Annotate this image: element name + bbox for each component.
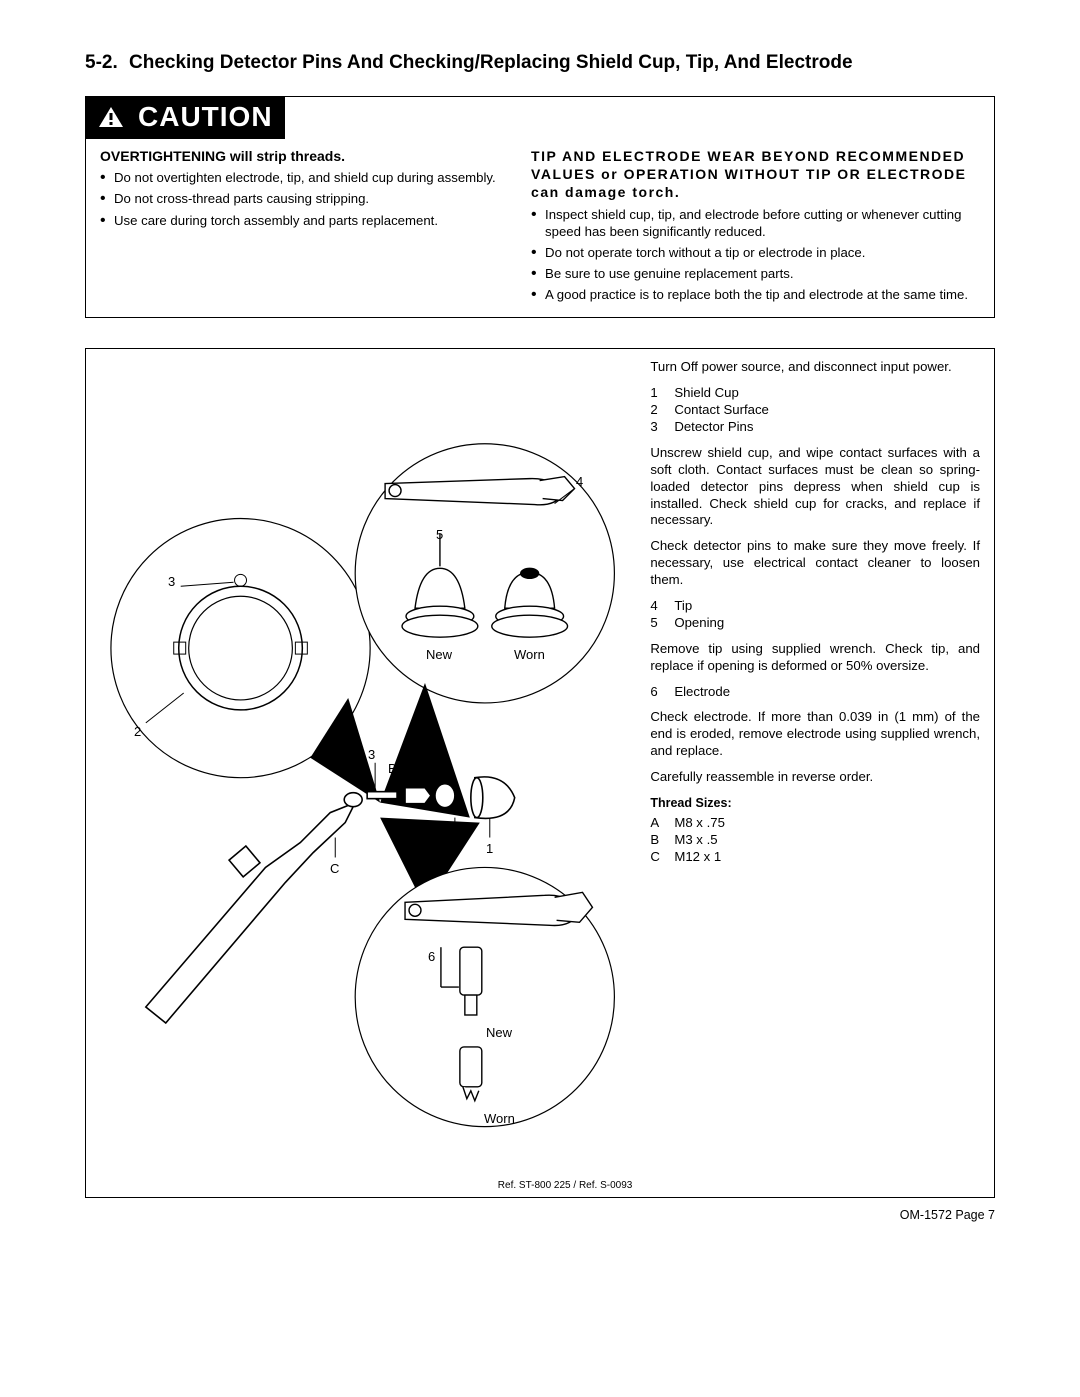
diagram-left: 4 5 3 2 New Worn 3 B A 2 1 C 6 New Worn …: [86, 349, 644, 1197]
caution-left-list: Do not overtighten electrode, tip, and s…: [100, 169, 513, 228]
page-footer: OM-1572 Page 7: [85, 1208, 995, 1222]
diagram-svg: [86, 349, 644, 1196]
part-list-3: 6Electrode: [650, 684, 980, 701]
heading-title: Checking Detector Pins And Checking/Repl…: [129, 52, 853, 74]
bullet: Do not overtighten electrode, tip, and s…: [114, 169, 513, 186]
callout-B: B: [388, 761, 397, 776]
label-new2: New: [486, 1025, 512, 1040]
caution-box: CAUTION OVERTIGHTENING will strip thread…: [85, 96, 995, 318]
thread-sizes-title: Thread Sizes:: [650, 795, 980, 811]
diagram-instructions: Turn Off power source, and disconnect in…: [644, 349, 994, 1197]
callout-6: 6: [428, 949, 435, 964]
callout-2: 2: [134, 724, 141, 739]
part-list-1: 1Shield Cup 2Contact Surface 3Detector P…: [650, 385, 980, 436]
bullet: Be sure to use genuine replacement parts…: [545, 265, 980, 282]
bullet: Do not operate torch without a tip or el…: [545, 244, 980, 261]
caution-left-col: OVERTIGHTENING will strip threads. Do no…: [100, 147, 513, 307]
bullet: Inspect shield cup, tip, and electrode b…: [545, 206, 980, 240]
label-worn1: Worn: [514, 647, 545, 662]
diagram-box: 4 5 3 2 New Worn 3 B A 2 1 C 6 New Worn …: [85, 348, 995, 1198]
warning-icon: [98, 106, 124, 128]
callout-2b: 2: [450, 841, 457, 856]
thread-sizes-list: AM8 x .75 BM3 x .5 CM12 x 1: [650, 815, 980, 866]
caution-body: OVERTIGHTENING will strip threads. Do no…: [86, 139, 994, 317]
ref-label: Ref. ST-800 225 / Ref. S-0093: [498, 1180, 633, 1191]
callout-4: 4: [576, 474, 583, 489]
callout-1: 1: [486, 841, 493, 856]
p1: Unscrew shield cup, and wipe contact sur…: [650, 445, 980, 529]
label-new1: New: [426, 647, 452, 662]
p4: Check electrode. If more than 0.039 in (…: [650, 709, 980, 760]
p5: Carefully reassemble in reverse order.: [650, 769, 980, 786]
callout-3b: 3: [368, 747, 375, 762]
caution-label: CAUTION: [138, 101, 273, 133]
caution-right-list: Inspect shield cup, tip, and electrode b…: [531, 206, 980, 304]
part-list-2: 4Tip 5Opening: [650, 598, 980, 632]
intro-text: Turn Off power source, and disconnect in…: [650, 359, 980, 376]
caution-header: CAUTION: [86, 97, 285, 139]
bullet: A good practice is to replace both the t…: [545, 286, 980, 303]
callout-5: 5: [436, 527, 443, 542]
caution-right-col: TIP AND ELECTRODE WEAR BEYOND RECOMMENDE…: [531, 147, 980, 307]
caution-right-title: TIP AND ELECTRODE WEAR BEYOND RECOMMENDE…: [531, 147, 980, 202]
callout-A: A: [408, 761, 417, 776]
caution-left-title: OVERTIGHTENING will strip threads.: [100, 147, 513, 165]
callout-3a: 3: [168, 574, 175, 589]
p2: Check detector pins to make sure they mo…: [650, 538, 980, 589]
section-heading: 5-2. Checking Detector Pins And Checking…: [85, 52, 995, 74]
p3: Remove tip using supplied wrench. Check …: [650, 641, 980, 675]
bullet: Do not cross-thread parts causing stripp…: [114, 190, 513, 207]
label-worn2: Worn: [484, 1111, 515, 1126]
heading-number: 5-2.: [85, 52, 129, 74]
callout-C: C: [330, 861, 339, 876]
bullet: Use care during torch assembly and parts…: [114, 212, 513, 229]
